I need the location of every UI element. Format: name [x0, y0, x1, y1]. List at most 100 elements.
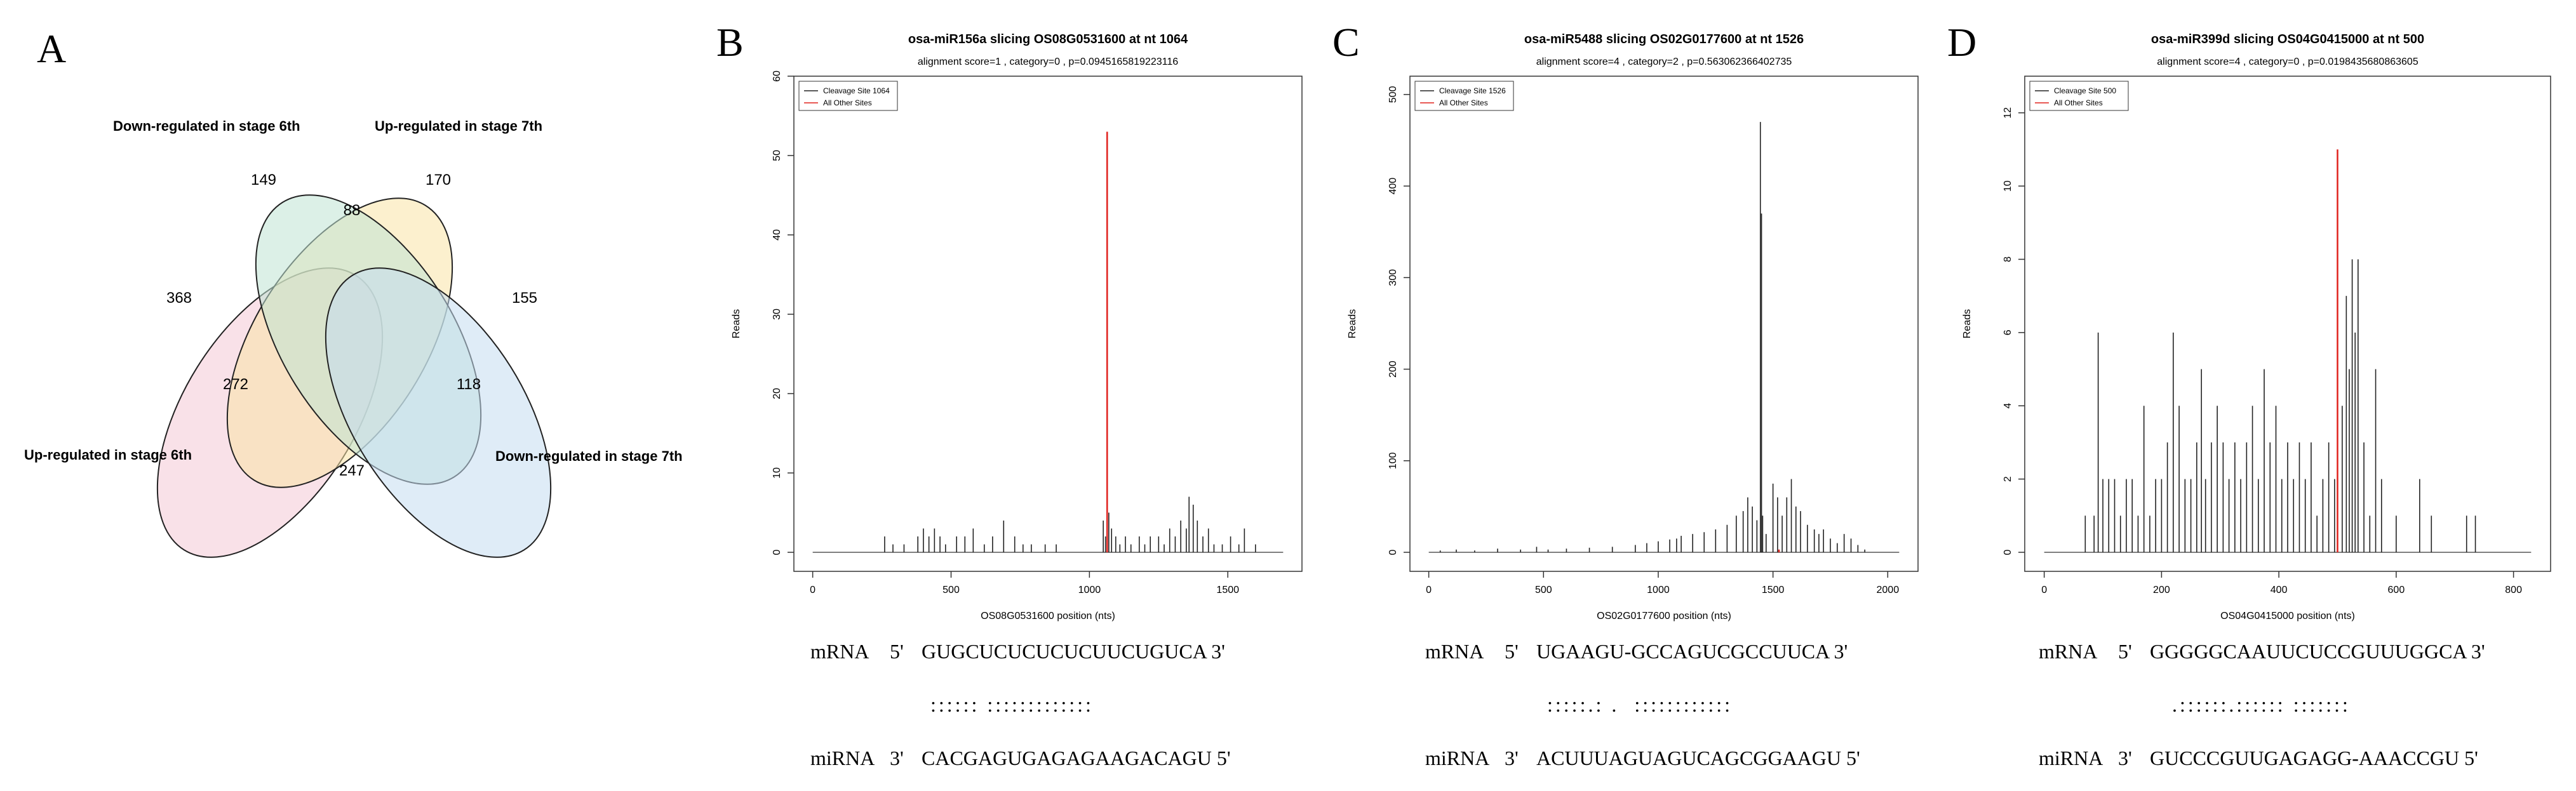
chart-panel-b: osa-miR156a slicing OS08G0531600 at nt 1… — [731, 32, 1303, 622]
chart-d-ytick-label: 12 — [2002, 107, 2013, 119]
chart-d-xtick-label: 0 — [2041, 585, 2047, 595]
alignment-d-mrna-5: 5' — [2118, 640, 2132, 663]
chart-b-ytick-label: 40 — [772, 229, 782, 241]
chart-c-ytick-label: 200 — [1388, 361, 1399, 378]
chart-b-ytick-label: 50 — [772, 150, 782, 161]
chart-b-xtick-label: 0 — [810, 585, 815, 595]
chart-d-ytick-label: 4 — [2002, 403, 2013, 409]
chart-b-ytick-label: 20 — [772, 388, 782, 399]
chart-c-frame — [1409, 76, 1919, 572]
venn-count-down7-only: 155 — [511, 289, 538, 307]
alignment-b-mirna-3: 3' — [890, 747, 904, 769]
chart-d-ytick-label: 6 — [2002, 329, 2013, 335]
chart-d-ylabel: Reads — [1962, 309, 1973, 338]
alignment-c-mrna: mRNA 5' UGAAGU-GCCAGUCGCCUUCA 3' — [1425, 640, 1848, 663]
alignment-b-mirna-label: miRNA — [810, 747, 875, 769]
chart-d-xtick-label: 200 — [2153, 585, 2170, 595]
chart-b-xlabel: OS08G0531600 position (nts) — [981, 611, 1115, 622]
panel-label-c: C — [1332, 20, 1360, 65]
alignment-c-mirna-5: 5' — [1846, 747, 1860, 769]
alignment-b-pairs: :::::: ::::::::::::: — [930, 693, 1094, 716]
chart-b-xtick-label: 1500 — [1216, 585, 1239, 595]
alignment-d-mirna-seq: GUCCCGUUGAGAGG-AAACCGU — [2150, 747, 2460, 769]
chart-c-legend — [1414, 81, 1514, 111]
chart-b-ytick-label: 30 — [772, 309, 782, 320]
chart-c-ytick-label: 0 — [1388, 549, 1399, 555]
alignment-b-mrna-seq: GUGCUCUCUCUCUUCUGUCA — [922, 640, 1207, 663]
chart-c-ytick-label: 100 — [1388, 452, 1399, 469]
chart-d-xtick-label: 800 — [2505, 585, 2522, 595]
alignment-d-pairs: .::::::.:::::: ::::::: — [2172, 693, 2351, 716]
chart-c-ytick-label: 300 — [1388, 269, 1399, 286]
chart-d-legend-cleavage: Cleavage Site 500 — [2054, 86, 2116, 95]
chart-c-title: osa-miR5488 slicing OS02G0177600 at nt 1… — [1524, 32, 1804, 46]
alignment-c-mirna-label: miRNA — [1425, 747, 1490, 769]
chart-b-ytick-label: 10 — [772, 467, 782, 479]
chart-d-xlabel: OS04G0415000 position (nts) — [2220, 611, 2355, 622]
venn-label-up7: Up-regulated in stage 7th — [375, 118, 543, 134]
alignment-c-mirna-seq: ACUUUAGUAGUCAGCGGAAGU — [1536, 747, 1841, 769]
chart-c-legend-cleavage: Cleavage Site 1526 — [1439, 86, 1506, 95]
panel-label-a: A — [37, 26, 67, 71]
alignment-c-mrna-seq: UGAAGU-GCCAGUCGCCUUCA — [1536, 640, 1829, 663]
alignment-b-mrna-label: mRNA — [810, 640, 869, 663]
alignment-d-mirna: miRNA 3' GUCCCGUUGAGAGG-AAACCGU 5' — [2039, 747, 2478, 770]
alignment-b-mirna-seq: CACGAGUGAGAGAAGACAGU — [922, 747, 1212, 769]
chart-c-xtick-label: 2000 — [1877, 585, 1900, 595]
chart-b-legend — [798, 81, 898, 111]
chart-c-xlabel: OS02G0177600 position (nts) — [1597, 611, 1731, 622]
chart-c-xtick-label: 1500 — [1762, 585, 1785, 595]
chart-d-title: osa-miR399d slicing OS04G0415000 at nt 5… — [2151, 32, 2424, 46]
chart-b-frame — [793, 76, 1303, 572]
panel-label-b: B — [716, 20, 744, 65]
alignment-c-mrna-3: 3' — [1834, 640, 1848, 663]
chart-b-subtitle: alignment score=1 , category=0 , p=0.094… — [918, 56, 1178, 67]
panel-label-d: D — [1947, 20, 1977, 65]
venn-label-down6: Down-regulated in stage 6th — [113, 118, 300, 134]
chart-c-legend-other: All Other Sites — [1439, 98, 1488, 107]
chart-b-xtick-label: 500 — [943, 585, 960, 595]
chart-c-ytick-label: 400 — [1388, 178, 1399, 195]
chart-d-xtick-label: 400 — [2271, 585, 2288, 595]
chart-d-subtitle: alignment score=4 , category=0 , p=0.019… — [2157, 56, 2418, 67]
chart-b-legend-other: All Other Sites — [823, 98, 872, 107]
chart-panel-c: osa-miR5488 slicing OS02G0177600 at nt 1… — [1347, 32, 1919, 622]
venn-count-up7-only: 170 — [425, 171, 452, 189]
venn-count-down6-up7: 88 — [343, 202, 361, 219]
chart-d-ytick-label: 0 — [2002, 549, 2013, 555]
chart-c-subtitle: alignment score=4 , category=2 , p=0.563… — [1536, 56, 1792, 67]
chart-d-frame — [2024, 76, 2551, 572]
alignment-c-mrna-5: 5' — [1505, 640, 1519, 663]
chart-b-legend-cleavage: Cleavage Site 1064 — [823, 86, 890, 95]
venn-count-up6-down7: 247 — [339, 462, 365, 479]
venn-count-up6-up7: 272 — [222, 376, 249, 393]
alignment-b-mrna-3: 3' — [1211, 640, 1225, 663]
alignment-c-mrna-label: mRNA — [1425, 640, 1484, 663]
chart-c-ylabel: Reads — [1347, 309, 1358, 338]
venn-count-up6-only: 368 — [166, 289, 192, 307]
venn-ellipse-down7 — [325, 267, 552, 558]
chart-b-ytick-label: 0 — [772, 549, 782, 555]
alignment-d-mrna: mRNA 5' GGGGGCAAUUCUCCGUUUGGCA 3' — [2039, 640, 2485, 663]
alignment-b-mirna-5: 5' — [1216, 747, 1231, 769]
alignment-d-mrna-label: mRNA — [2039, 640, 2098, 663]
chart-d-ytick-label: 10 — [2002, 180, 2013, 192]
chart-c-xtick-label: 0 — [1426, 585, 1432, 595]
alignment-c-pairs: :::::.: . :::::::::::: — [1547, 693, 1733, 716]
chart-d-xtick-label: 600 — [2388, 585, 2405, 595]
chart-b-title: osa-miR156a slicing OS08G0531600 at nt 1… — [908, 32, 1188, 46]
alignment-c-mirna: miRNA 3' ACUUUAGUAGUCAGCGGAAGU 5' — [1425, 747, 1860, 770]
chart-b-ytick-label: 60 — [772, 70, 782, 82]
alignment-b-mirna: miRNA 3' CACGAGUGAGAGAAGACAGU 5' — [810, 747, 1231, 770]
chart-d-ytick-label: 8 — [2002, 256, 2013, 262]
venn-count-down6-only: 149 — [250, 171, 277, 189]
chart-panel-d: osa-miR399d slicing OS04G0415000 at nt 5… — [1962, 32, 2551, 622]
alignment-d-mirna-3: 3' — [2118, 747, 2132, 769]
venn-label-down7: Down-regulated in stage 7th — [495, 448, 683, 464]
chart-d-legend-other: All Other Sites — [2054, 98, 2103, 107]
chart-b-xtick-label: 1000 — [1078, 585, 1101, 595]
chart-c-xtick-label: 500 — [1535, 585, 1552, 595]
chart-d-ytick-label: 2 — [2002, 476, 2013, 482]
alignment-d-mrna-3: 3' — [2471, 640, 2485, 663]
venn-label-up6: Up-regulated in stage 6th — [24, 447, 192, 463]
